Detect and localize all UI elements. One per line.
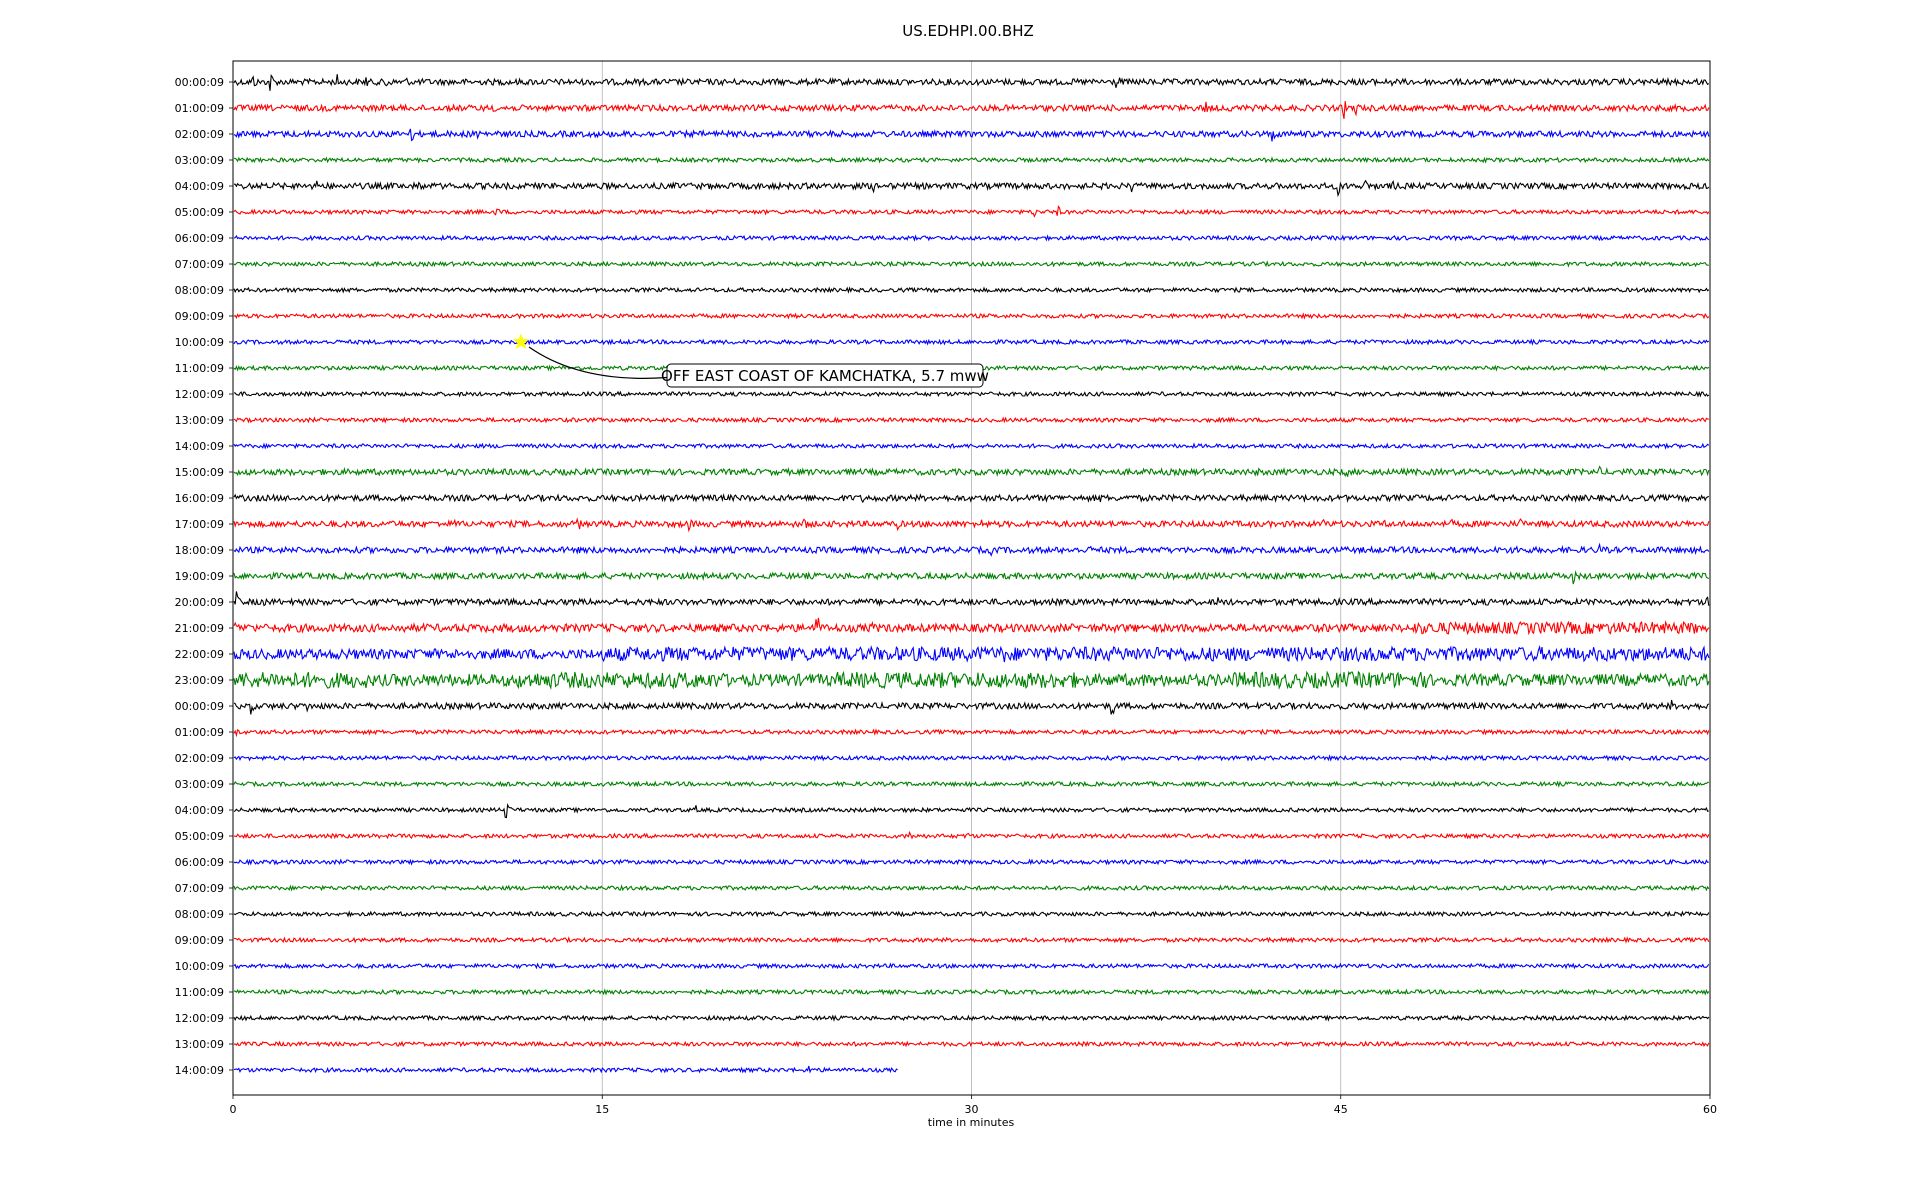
trace-row-20: [233, 591, 1710, 607]
trace-row-19: [233, 570, 1710, 585]
trace-row-25: [233, 728, 1710, 738]
trace-layer: [233, 74, 1710, 1074]
y-tick-label: 12:00:09: [175, 388, 224, 401]
trace-row-8: [233, 286, 1710, 294]
annotation-box: [666, 363, 984, 388]
y-tick-label: 06:00:09: [175, 232, 224, 245]
y-tick-label: 07:00:09: [175, 258, 224, 271]
x-tick-label: 30: [965, 1103, 979, 1116]
x-tick-label: 60: [1703, 1103, 1717, 1116]
y-tick-label: 11:00:09: [175, 362, 224, 375]
trace-row-38: [233, 1065, 898, 1074]
trace-row-16: [233, 492, 1710, 504]
y-tick-label: 23:00:09: [175, 674, 224, 687]
y-tick-label: 04:00:09: [175, 180, 224, 193]
trace-row-9: [233, 312, 1710, 320]
trace-row-31: [233, 884, 1710, 892]
trace-row-7: [233, 260, 1709, 268]
trace-row-3: [233, 156, 1710, 164]
trace-row-35: [233, 988, 1710, 996]
trace-row-5: [233, 205, 1710, 218]
trace-row-23: [233, 670, 1710, 690]
y-tick-label: 10:00:09: [175, 960, 224, 973]
y-tick-label: 13:00:09: [175, 414, 224, 427]
trace-row-26: [233, 754, 1710, 762]
trace-row-1: [233, 101, 1710, 120]
trace-row-30: [233, 858, 1709, 866]
trace-row-36: [233, 1014, 1710, 1022]
y-tick-label: 05:00:09: [175, 830, 224, 843]
event-annotation: OFF EAST COAST OF KAMCHATKA, 5.7 mww: [512, 333, 989, 388]
trace-row-2: [233, 128, 1710, 142]
trace-row-22: [233, 644, 1710, 663]
event-star-marker: [512, 333, 530, 350]
y-tick-label: 06:00:09: [175, 856, 224, 869]
x-tick-label: 0: [230, 1103, 237, 1116]
y-tick-label: 08:00:09: [175, 908, 224, 921]
y-tick-label: 00:00:09: [175, 76, 224, 89]
y-tick-label: 02:00:09: [175, 752, 224, 765]
trace-row-14: [233, 442, 1710, 450]
y-tick-labels: 00:00:09 01:00:09 02:00:09 03:00:09 04:00:09…: [175, 76, 233, 1077]
trace-row-24: [233, 699, 1710, 715]
trace-row-10: [233, 338, 1710, 346]
y-tick-label: 18:00:09: [175, 544, 224, 557]
trace-row-0: [233, 74, 1710, 91]
trace-row-27: [233, 780, 1709, 788]
trace-row-13: [233, 416, 1709, 424]
annotation-label: OFF EAST COAST OF KAMCHATKA, 5.7 mww: [661, 367, 989, 385]
y-tick-label: 03:00:09: [175, 778, 224, 791]
y-tick-label: 09:00:09: [175, 310, 224, 323]
y-tick-label: 12:00:09: [175, 1012, 224, 1025]
trace-row-12: [233, 390, 1710, 398]
annotation-arrow: [528, 346, 668, 379]
y-tick-label: 14:00:09: [175, 440, 224, 453]
y-tick-label: 22:00:09: [175, 648, 224, 661]
trace-row-32: [233, 910, 1710, 918]
trace-row-29: [233, 830, 1710, 840]
x-tick-label: 15: [595, 1103, 609, 1116]
y-tick-label: 08:00:09: [175, 284, 224, 297]
y-tick-label: 01:00:09: [175, 726, 224, 739]
trace-row-37: [233, 1040, 1710, 1048]
trace-row-17: [233, 517, 1710, 533]
y-tick-label: 09:00:09: [175, 934, 224, 947]
y-tick-label: 20:00:09: [175, 596, 224, 609]
chart-title: US.EDHPI.00.BHZ: [902, 22, 1034, 40]
x-axis-label: time in minutes: [928, 1116, 1015, 1129]
y-tick-label: 19:00:09: [175, 570, 224, 583]
y-tick-label: 13:00:09: [175, 1038, 224, 1051]
y-tick-label: 02:00:09: [175, 128, 224, 141]
y-tick-label: 05:00:09: [175, 206, 224, 219]
y-tick-label: 07:00:09: [175, 882, 224, 895]
y-tick-label: 01:00:09: [175, 102, 224, 115]
trace-row-28: [233, 802, 1709, 819]
x-tick-label: 45: [1334, 1103, 1348, 1116]
trace-row-34: [233, 962, 1710, 970]
x-tick-labels: 0 15 30 45 60: [230, 1095, 1717, 1116]
y-tick-label: 15:00:09: [175, 466, 224, 479]
y-tick-label: 14:00:09: [175, 1064, 224, 1077]
y-tick-label: 16:00:09: [175, 492, 224, 505]
y-tick-label: 04:00:09: [175, 804, 224, 817]
trace-row-33: [233, 936, 1710, 944]
y-tick-label: 11:00:09: [175, 986, 224, 999]
y-tick-label: 21:00:09: [175, 622, 224, 635]
y-tick-label: 00:00:09: [175, 700, 224, 713]
y-tick-label: 03:00:09: [175, 154, 224, 167]
y-tick-label: 17:00:09: [175, 518, 224, 531]
trace-row-6: [233, 234, 1710, 242]
y-tick-label: 10:00:09: [175, 336, 224, 349]
trace-row-18: [233, 542, 1710, 557]
trace-row-4: [233, 179, 1710, 198]
trace-row-21: [233, 617, 1710, 636]
trace-row-15: [233, 465, 1710, 477]
